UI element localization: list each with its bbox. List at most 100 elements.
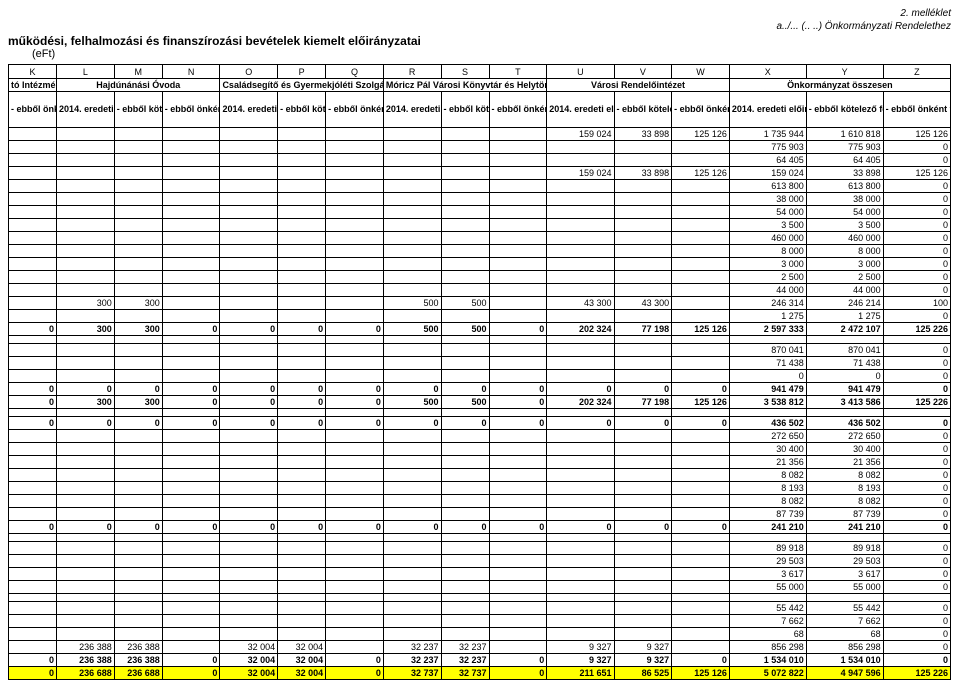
data-cell	[672, 297, 730, 310]
table-row: 55 44255 4420	[9, 602, 951, 615]
data-cell	[672, 370, 730, 383]
data-cell	[278, 206, 326, 219]
data-cell: 2 500	[729, 271, 806, 284]
data-cell: 236 388	[114, 654, 162, 667]
data-cell	[9, 568, 57, 581]
data-cell: 0	[883, 383, 950, 396]
col-letter: U	[547, 65, 614, 79]
data-cell	[672, 508, 730, 521]
data-cell	[547, 615, 614, 628]
table-row	[9, 534, 951, 542]
data-cell: 0	[883, 232, 950, 245]
data-cell	[547, 430, 614, 443]
data-cell	[9, 469, 57, 482]
data-cell	[162, 297, 220, 310]
data-cell	[547, 469, 614, 482]
data-cell	[326, 128, 384, 141]
data-cell	[614, 344, 672, 357]
data-cell: 436 502	[729, 417, 806, 430]
data-cell: 9 327	[547, 654, 614, 667]
data-cell	[9, 628, 57, 641]
data-cell	[9, 128, 57, 141]
table-row: 0000000000000241 210241 2100	[9, 521, 951, 534]
gap-cell	[383, 336, 441, 344]
data-cell: 159 024	[547, 128, 614, 141]
data-cell: 0	[883, 521, 950, 534]
data-cell: 870 041	[729, 344, 806, 357]
data-cell	[383, 628, 441, 641]
data-cell	[162, 602, 220, 615]
data-cell: 0	[220, 417, 278, 430]
data-cell	[672, 469, 730, 482]
data-cell	[383, 482, 441, 495]
table-row: 68680	[9, 628, 951, 641]
group-header: Családsegítő és Gyermekjóléti Szolgálat,…	[220, 79, 383, 92]
data-cell	[383, 154, 441, 167]
table-row: 21 35621 3560	[9, 456, 951, 469]
data-cell	[614, 581, 672, 594]
data-cell	[220, 508, 278, 521]
data-cell: 1 735 944	[729, 128, 806, 141]
col-header: - ebből önként vállalt feladat	[489, 92, 547, 128]
table-row: 44 00044 0000	[9, 284, 951, 297]
table-row: 8 1938 1930	[9, 482, 951, 495]
data-cell	[220, 284, 278, 297]
data-cell: 77 198	[614, 396, 672, 409]
data-cell	[672, 555, 730, 568]
group-header: Önkormányzat összesen	[729, 79, 950, 92]
table-row: 0236 688236 688032 00432 004032 73732 73…	[9, 667, 951, 680]
data-cell: 0	[806, 370, 883, 383]
data-cell	[220, 344, 278, 357]
data-cell	[383, 193, 441, 206]
data-cell: 0	[57, 383, 115, 396]
data-cell	[489, 443, 547, 456]
data-cell	[162, 310, 220, 323]
data-cell: 55 442	[729, 602, 806, 615]
data-cell: 87 739	[806, 508, 883, 521]
data-cell: 0	[883, 508, 950, 521]
data-cell	[278, 568, 326, 581]
gap-cell	[220, 534, 278, 542]
gap-cell	[326, 336, 384, 344]
data-cell: 0	[326, 396, 384, 409]
data-cell: 38 000	[806, 193, 883, 206]
table-body: 159 02433 898125 1261 735 9441 610 81812…	[9, 128, 951, 680]
data-cell: 21 356	[806, 456, 883, 469]
group-header: Városi Rendelőintézet	[547, 79, 730, 92]
data-cell	[278, 370, 326, 383]
data-cell	[162, 370, 220, 383]
data-cell: 86 525	[614, 667, 672, 680]
data-cell: 8 082	[729, 469, 806, 482]
gap-cell	[806, 336, 883, 344]
data-cell	[114, 232, 162, 245]
col-header: 2014. eredeti előirányzat	[547, 92, 614, 128]
data-cell	[220, 555, 278, 568]
data-cell	[220, 310, 278, 323]
data-cell	[57, 555, 115, 568]
data-cell	[326, 430, 384, 443]
data-cell	[326, 602, 384, 615]
data-cell: 236 688	[57, 667, 115, 680]
gap-cell	[547, 594, 614, 602]
data-cell	[614, 206, 672, 219]
data-cell	[114, 568, 162, 581]
data-cell: 29 503	[806, 555, 883, 568]
data-cell	[162, 482, 220, 495]
data-cell	[220, 443, 278, 456]
data-cell	[672, 357, 730, 370]
data-cell: 0	[326, 323, 384, 336]
col-letter: M	[114, 65, 162, 79]
data-cell	[489, 615, 547, 628]
table-row: 000	[9, 370, 951, 383]
data-cell: 246 314	[729, 297, 806, 310]
data-cell	[547, 628, 614, 641]
data-cell	[489, 482, 547, 495]
data-cell: 300	[57, 297, 115, 310]
data-cell: 0	[489, 654, 547, 667]
data-cell	[9, 456, 57, 469]
data-cell: 941 479	[729, 383, 806, 396]
data-cell	[220, 167, 278, 180]
data-cell	[278, 167, 326, 180]
gap-cell	[9, 409, 57, 417]
data-cell	[383, 128, 441, 141]
